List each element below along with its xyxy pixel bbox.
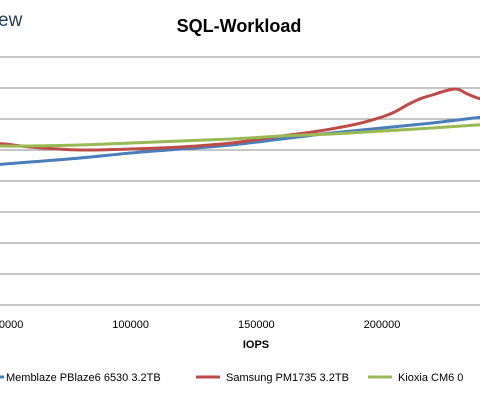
legend-label-1: Samsung PM1735 3.2TB bbox=[226, 372, 349, 384]
x-tick-label: 200000 bbox=[364, 319, 401, 331]
series-line-2 bbox=[0, 123, 480, 148]
legend-label-2: Kioxia CM6 0 bbox=[398, 372, 463, 384]
legend: Memblaze PBlaze6 6530 3.2TB Samsung PM173… bbox=[0, 372, 463, 384]
logo-text: ew bbox=[0, 10, 23, 31]
x-axis-label: IOPS bbox=[243, 339, 269, 351]
x-tick-labels: 100000 100000 150000 200000 bbox=[0, 319, 400, 331]
chart-title: SQL-Workload bbox=[177, 16, 302, 36]
x-tick-label: 150000 bbox=[238, 319, 275, 331]
x-tick-label: 100000 bbox=[0, 319, 23, 331]
gridlines bbox=[0, 56, 480, 306]
series-line-1 bbox=[0, 87, 480, 152]
series-line-0 bbox=[0, 115, 480, 166]
series-layer bbox=[0, 87, 480, 166]
legend-label-0: Memblaze PBlaze6 6530 3.2TB bbox=[6, 372, 161, 384]
x-tick-label: 100000 bbox=[112, 319, 149, 331]
